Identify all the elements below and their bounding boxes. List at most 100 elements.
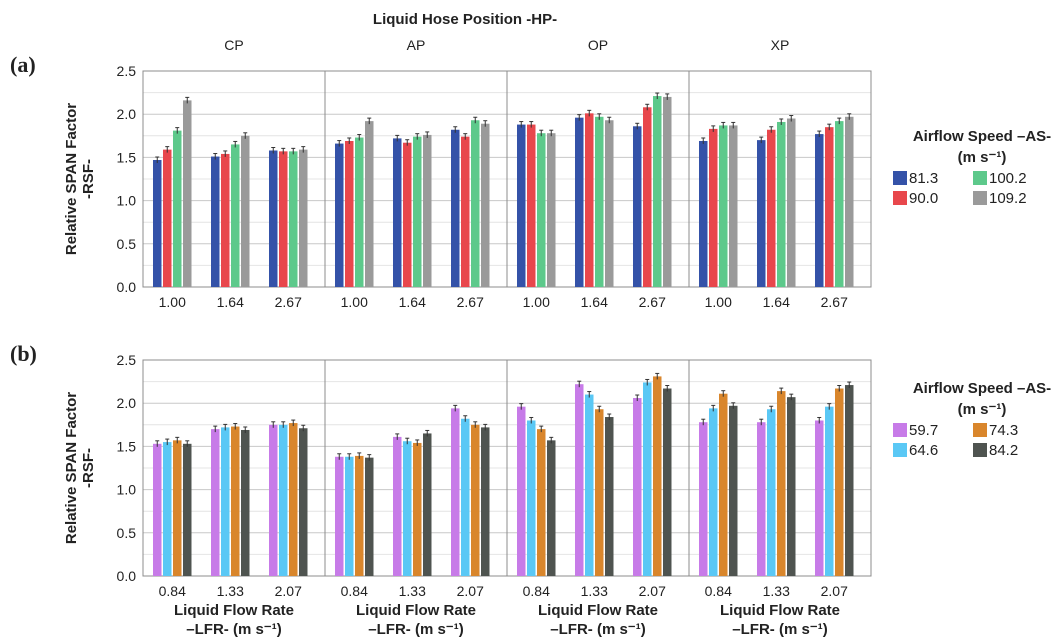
- x-tick-label: 2.07: [275, 583, 302, 599]
- y-tick-label: 0.5: [117, 525, 137, 541]
- bar: [289, 423, 298, 576]
- x-tick-label: 2.67: [275, 294, 302, 310]
- bar: [537, 429, 546, 576]
- bar: [709, 128, 718, 287]
- bar: [221, 427, 230, 576]
- y-axis-label-line2: -RSF-: [80, 159, 97, 199]
- y-axis-label: Relative SPAN Factor-RSF-: [63, 103, 97, 255]
- bar: [633, 398, 642, 576]
- bar: [335, 456, 344, 576]
- bar: [527, 420, 536, 576]
- x-tick-label: 0.84: [159, 583, 186, 599]
- bar: [643, 107, 652, 288]
- bar: [365, 121, 374, 287]
- y-tick-label: 1.0: [117, 193, 137, 209]
- bar: [269, 150, 278, 287]
- bar: [413, 442, 422, 576]
- bar: [413, 136, 422, 287]
- legend-entry: 90.0: [909, 190, 938, 207]
- x-tick-label: 2.67: [821, 294, 848, 310]
- legend: Airflow Speed –AS- (m s⁻¹) 59.7 64.6 74.3 84.…: [893, 380, 1051, 459]
- y-axis-label-line2: -RSF-: [80, 448, 97, 488]
- bar: [451, 408, 460, 576]
- bar: [595, 116, 604, 288]
- bar: [777, 391, 786, 576]
- bar: [729, 405, 738, 576]
- bar: [423, 433, 432, 576]
- bar: [231, 144, 240, 287]
- bar: [393, 436, 402, 576]
- x-tick-label: 1.64: [217, 294, 244, 310]
- bar: [845, 116, 854, 288]
- bar: [299, 428, 308, 576]
- bar: [481, 123, 490, 287]
- legend-title-line2: (m s⁻¹): [958, 401, 1007, 418]
- bar: [403, 142, 412, 287]
- y-tick-label: 1.5: [117, 438, 137, 454]
- bar: [767, 409, 776, 576]
- y-tick-label: 0.0: [117, 568, 137, 584]
- legend-entry: 64.6: [909, 442, 938, 459]
- x-tick-label: 1.33: [763, 583, 790, 599]
- x-tick-label: 1.00: [523, 294, 550, 310]
- bar: [767, 129, 776, 287]
- x-tick-label: 1.33: [581, 583, 608, 599]
- bar: [663, 96, 672, 287]
- bar: [709, 408, 718, 576]
- bar: [355, 137, 364, 287]
- chart-title: Liquid Hose Position -HP-: [373, 11, 557, 28]
- bar: [777, 121, 786, 287]
- bar: [653, 376, 662, 576]
- x-axis-label-line1: Liquid Flow Rate: [174, 602, 294, 619]
- bar: [355, 455, 364, 576]
- bar: [241, 429, 250, 576]
- bar: [471, 424, 480, 576]
- bar: [393, 138, 402, 287]
- bar: [757, 140, 766, 287]
- bar: [547, 440, 556, 576]
- legend-title-line1: Airflow Speed –AS-: [913, 128, 1051, 145]
- bar: [481, 427, 490, 576]
- bar: [231, 426, 240, 576]
- bar: [699, 422, 708, 576]
- bar: [699, 140, 708, 287]
- legend-title-line1: Airflow Speed –AS-: [913, 380, 1051, 397]
- bar: [211, 156, 220, 287]
- bar: [787, 397, 796, 576]
- facet-label: CP: [224, 37, 243, 53]
- bar: [173, 130, 182, 287]
- panel-label: (b): [10, 341, 37, 366]
- facet-cp: CP 1.00 1.64 2.67: [142, 37, 326, 310]
- legend-entry: 59.7: [909, 422, 938, 439]
- x-tick-label: 1.00: [341, 294, 368, 310]
- x-axis-label-line2: –LFR- (m s⁻¹): [368, 621, 463, 638]
- y-tick-label: 0.5: [117, 236, 137, 252]
- bar: [585, 394, 594, 576]
- x-tick-label: 0.84: [705, 583, 732, 599]
- legend: Airflow Speed –AS- (m s⁻¹) 81.3 90.0 100.2 10…: [893, 128, 1051, 207]
- legend-swatch: [893, 443, 907, 457]
- y-tick-label: 1.0: [117, 482, 137, 498]
- x-tick-label: 1.33: [217, 583, 244, 599]
- bar: [757, 422, 766, 576]
- x-tick-label: 1.33: [399, 583, 426, 599]
- x-tick-label: 1.64: [399, 294, 426, 310]
- x-tick-label: 1.00: [705, 294, 732, 310]
- facet-ap: AP 1.00 1.64 2.67: [324, 37, 508, 310]
- panel-label: (a): [10, 52, 36, 77]
- y-tick-label: 1.5: [117, 149, 137, 165]
- bar: [575, 384, 584, 576]
- bar: [365, 457, 374, 576]
- bar: [471, 120, 480, 287]
- bar: [345, 456, 354, 576]
- panel-1: (b) Relative SPAN Factor-RSF- 0.0 0.5 1.0 1.5…: [10, 341, 1051, 638]
- bar: [663, 388, 672, 576]
- bar: [605, 417, 614, 576]
- bar: [183, 100, 192, 287]
- x-tick-label: 2.67: [639, 294, 666, 310]
- bar: [719, 125, 728, 287]
- facet-label: XP: [771, 37, 790, 53]
- bar: [461, 136, 470, 287]
- bar: [547, 133, 556, 287]
- bar: [595, 409, 604, 576]
